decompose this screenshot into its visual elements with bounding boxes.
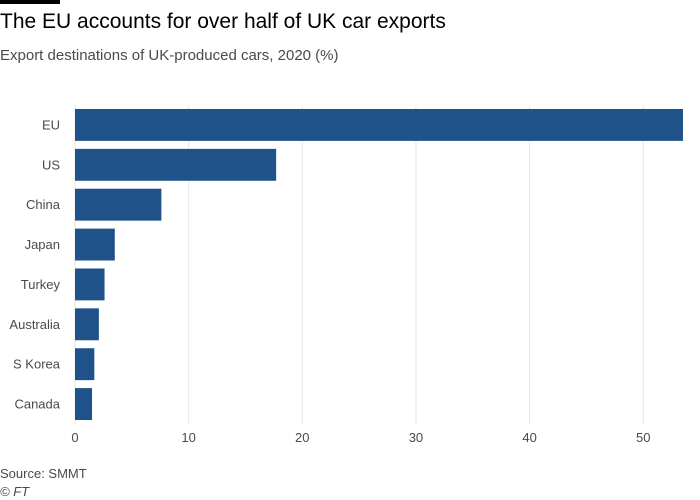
chart-title: The EU accounts for over half of UK car … bbox=[0, 10, 446, 33]
category-label: Australia bbox=[9, 317, 60, 332]
category-label: Canada bbox=[14, 397, 60, 412]
chart-subtitle: Export destinations of UK-produced cars,… bbox=[0, 47, 339, 64]
category-label: China bbox=[26, 197, 61, 212]
bar-eu bbox=[75, 108, 683, 141]
x-tick-label: 20 bbox=[295, 430, 309, 445]
x-tick-label: 30 bbox=[409, 430, 423, 445]
x-tick-label: 50 bbox=[636, 430, 650, 445]
bar-australia bbox=[75, 308, 99, 341]
bar-canada bbox=[75, 388, 93, 421]
bar-us bbox=[75, 148, 277, 181]
x-tick-labels: 0 10 20 30 40 50 bbox=[71, 430, 650, 445]
bar-turkey bbox=[75, 268, 105, 301]
bars bbox=[75, 108, 683, 421]
source-note: Source: SMMT bbox=[0, 466, 87, 481]
category-label: S Korea bbox=[13, 357, 61, 372]
category-label: Turkey bbox=[21, 277, 61, 292]
category-label: US bbox=[42, 157, 60, 172]
category-label: Japan bbox=[25, 237, 60, 252]
x-tick-label: 0 bbox=[71, 430, 78, 445]
category-label: EU bbox=[42, 117, 60, 132]
bar-japan bbox=[75, 228, 115, 261]
brand-accent-bar bbox=[0, 0, 60, 4]
bar-s-korea bbox=[75, 348, 95, 381]
x-tick-label: 40 bbox=[522, 430, 536, 445]
copyright-note: © FT bbox=[0, 484, 30, 499]
category-labels: EU US China Japan Turkey Australia S Korea Cana… bbox=[9, 117, 60, 411]
x-tick-label: 10 bbox=[181, 430, 195, 445]
bar-china bbox=[75, 188, 162, 221]
